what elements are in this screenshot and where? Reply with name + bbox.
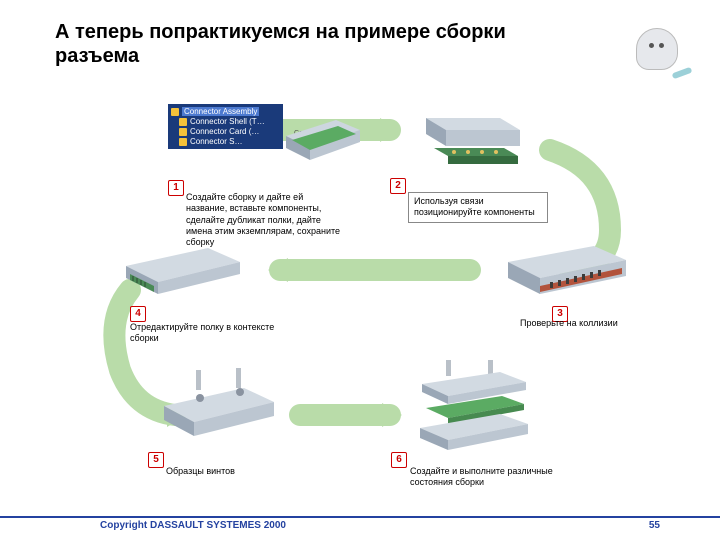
- thumb-step2: [408, 108, 528, 170]
- thumb-step4: [118, 240, 248, 300]
- tree-row: Connector S…: [171, 137, 280, 146]
- step-text-6: Создайте и выполните различные состояния…: [410, 466, 560, 489]
- spec-tree: Connector Assembly Connector Shell (T… C…: [168, 104, 283, 149]
- tree-label: Connector Shell (T…: [190, 117, 265, 126]
- footer: Copyright DASSAULT SYSTEMES 2000 55: [0, 516, 720, 536]
- slide-title: А теперь попрактикуемся на примере сборк…: [55, 20, 575, 68]
- step-number-5: 5: [148, 452, 164, 468]
- tree-label: Connector S…: [190, 137, 242, 146]
- footer-copyright: Copyright DASSAULT SYSTEMES 2000: [100, 520, 286, 531]
- tree-label: Connector Card (…: [190, 127, 259, 136]
- step-text-5: Образцы винтов: [166, 466, 286, 477]
- step-text-4: Отредактируйте полку в контексте сборки: [130, 322, 290, 345]
- footer-page-number: 55: [649, 520, 660, 531]
- step-text-1: Создайте сборку и дайте ей название, вст…: [186, 192, 341, 248]
- gear-icon: [179, 138, 187, 146]
- thumb-step6: [406, 360, 536, 450]
- gear-icon: [179, 118, 187, 126]
- tree-label: Connector Assembly: [182, 107, 259, 116]
- thumb-step5: [150, 368, 280, 446]
- gear-icon: [171, 108, 179, 116]
- tree-row: Connector Shell (T…: [171, 117, 280, 126]
- gear-icon: [179, 128, 187, 136]
- step-number-4: 4: [130, 306, 146, 322]
- thumb-step3: [498, 240, 633, 302]
- step-text-3: Проверьте на коллизии: [520, 318, 660, 329]
- ghost-mascot: [622, 22, 692, 82]
- step-number-1: 1: [168, 180, 184, 196]
- tree-row: Connector Card (…: [171, 127, 280, 136]
- step-number-2: 2: [390, 178, 406, 194]
- tree-row: Connector Assembly: [171, 107, 280, 116]
- step-text-2: Используя связи позиционируйте компонент…: [408, 192, 548, 223]
- thumb-step1: [278, 108, 368, 168]
- step-number-6: 6: [391, 452, 407, 468]
